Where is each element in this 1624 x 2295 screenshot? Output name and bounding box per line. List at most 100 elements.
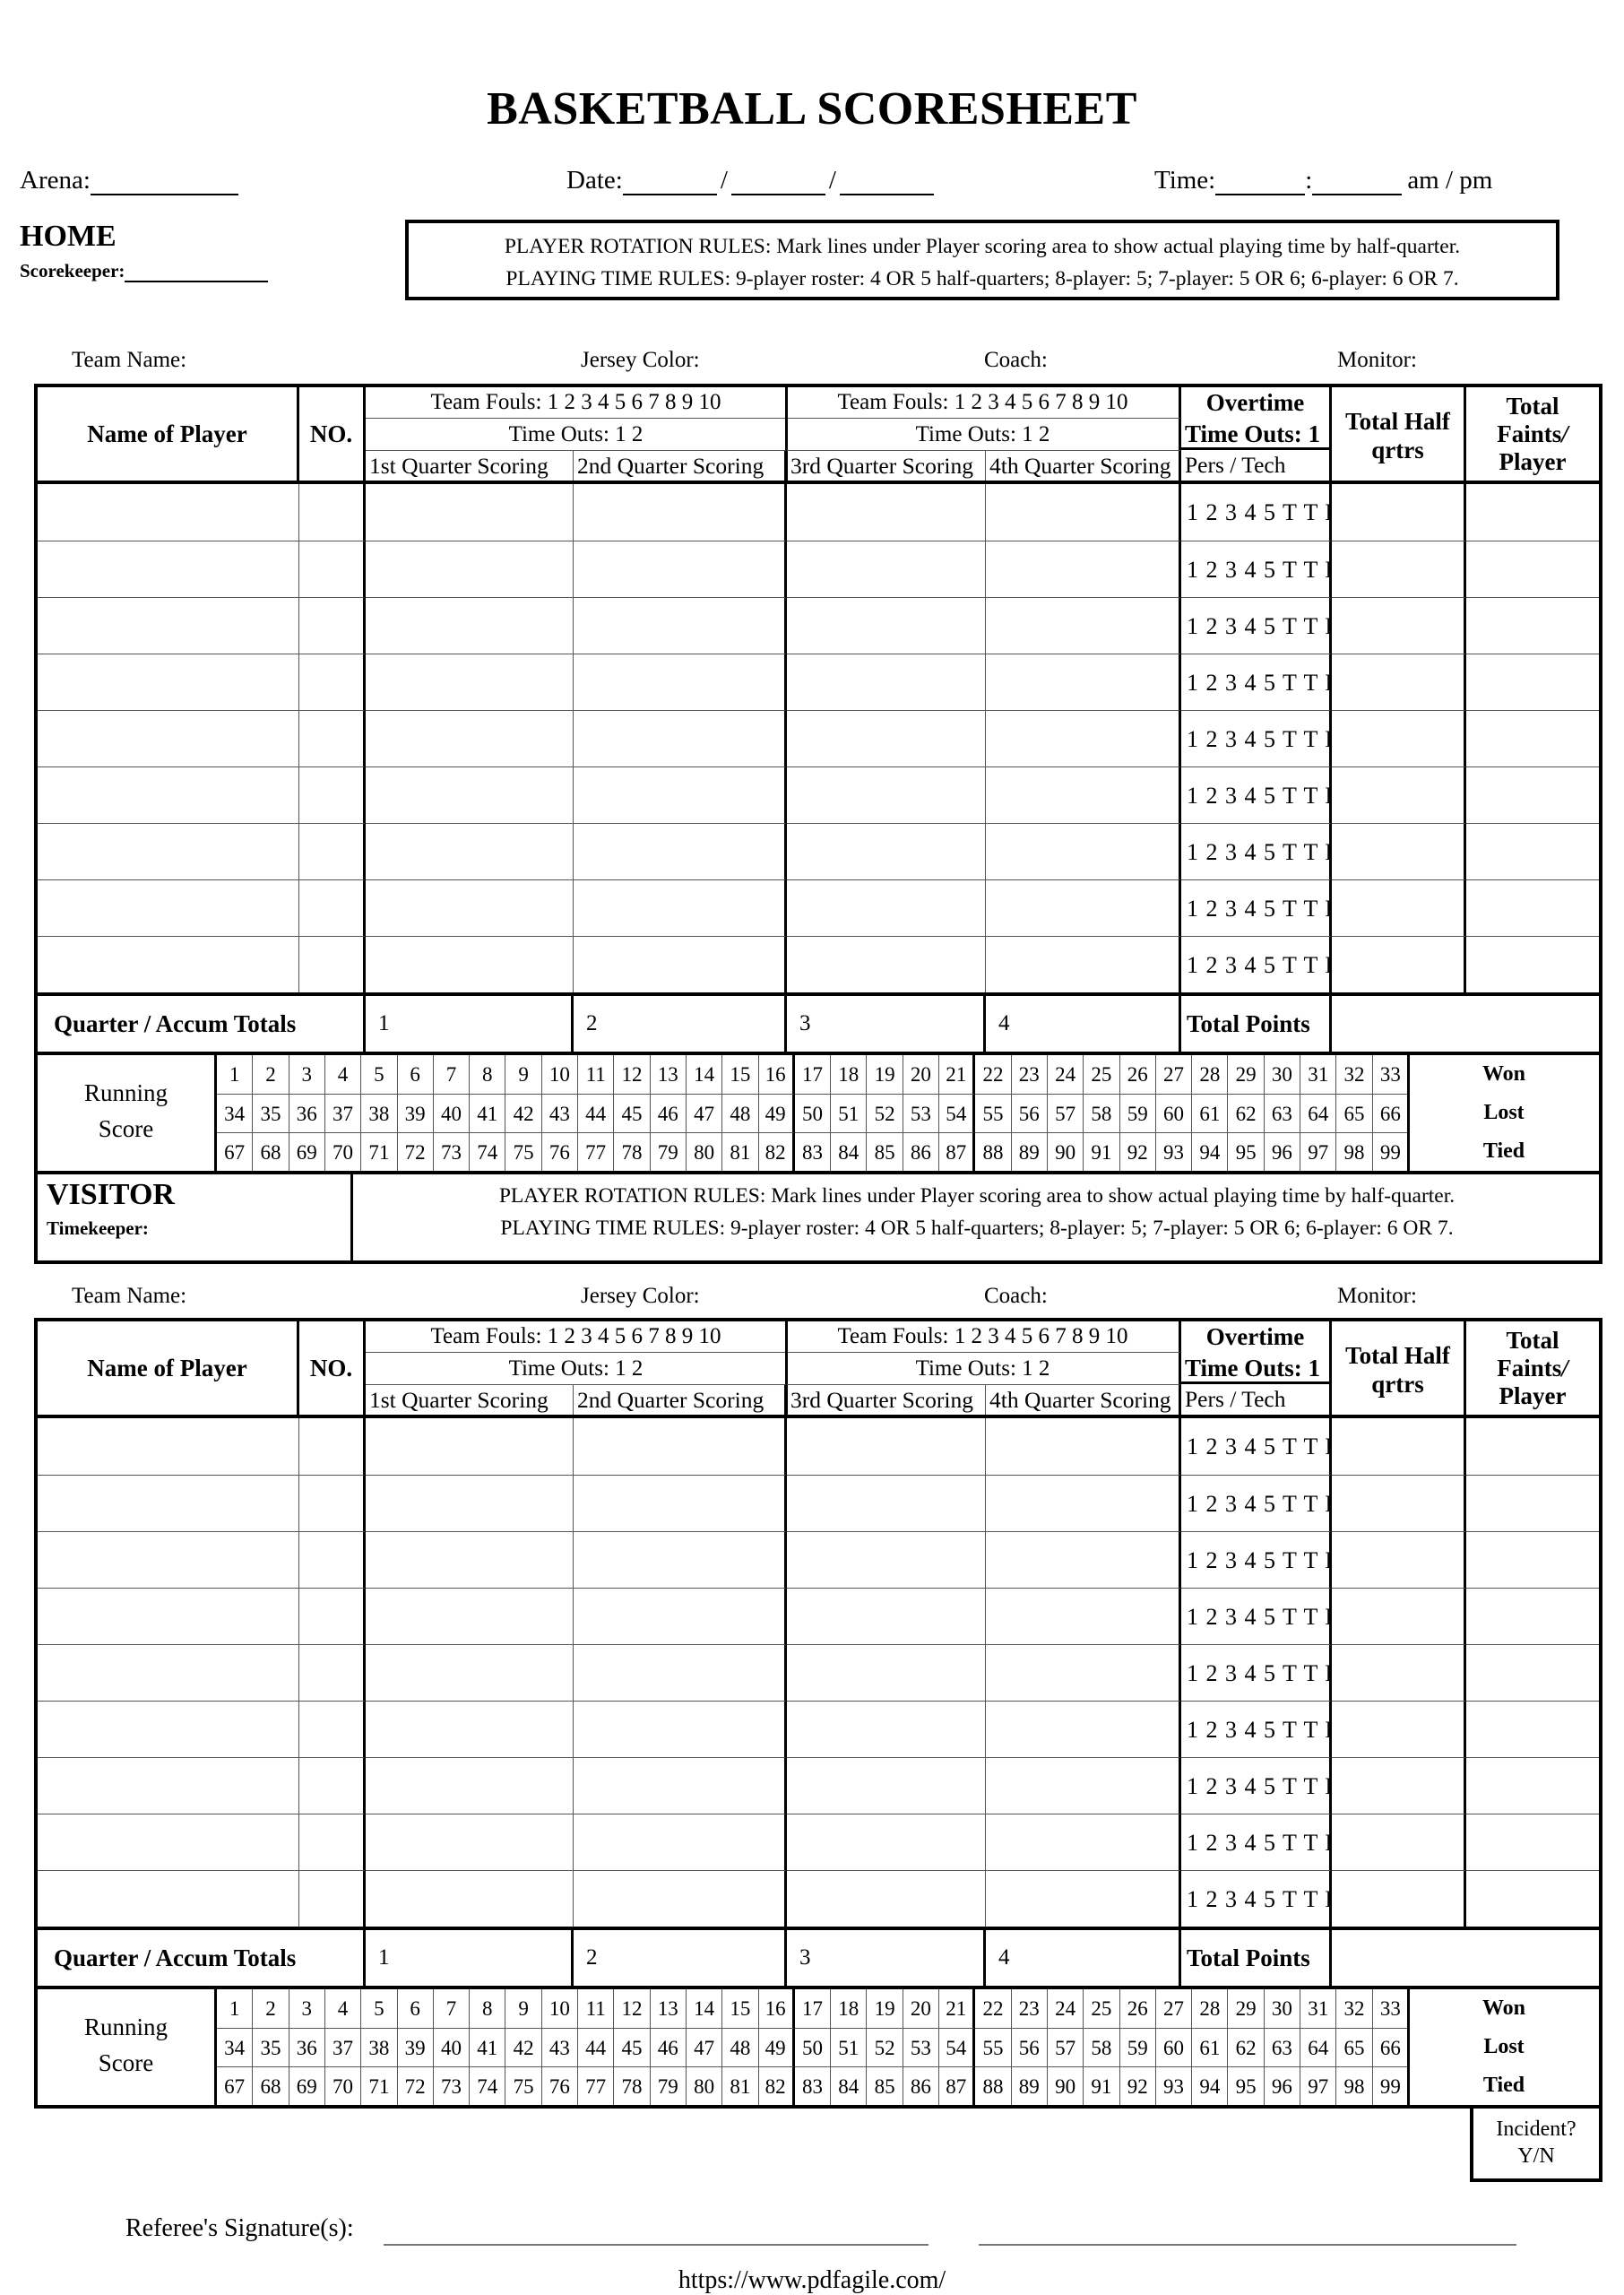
visitor-quarter-2-scoring-cell[interactable] <box>574 1757 787 1814</box>
visitor-player-no-cell[interactable] <box>299 1475 366 1531</box>
home-player-no-cell[interactable] <box>299 766 366 823</box>
home-total-faints-cell[interactable] <box>1466 936 1599 992</box>
home-quarter-1-scoring-cell[interactable] <box>366 936 574 992</box>
visitor-running-score-cell[interactable]: 70 <box>324 2066 362 2105</box>
home-running-score-cell[interactable]: 74 <box>470 1132 506 1171</box>
home-running-score-cell[interactable]: 78 <box>614 1132 651 1171</box>
home-total-half-qrtrs-cell[interactable] <box>1332 766 1466 823</box>
visitor-quarter-1-scoring-cell[interactable] <box>366 1814 574 1870</box>
visitor-player-fouls-marks[interactable]: 1 2 3 4 5 T T E <box>1181 1870 1332 1927</box>
home-running-score-cell[interactable]: 95 <box>1228 1132 1265 1171</box>
home-running-score-cell[interactable]: 86 <box>903 1132 940 1171</box>
home-running-score-cell[interactable]: 85 <box>867 1132 903 1171</box>
visitor-running-score-cell[interactable]: 57 <box>1047 2028 1084 2066</box>
visitor-running-score-cell[interactable]: 84 <box>831 2066 868 2105</box>
visitor-running-score-cell[interactable]: 30 <box>1265 1989 1301 2028</box>
home-total-half-qrtrs-cell[interactable] <box>1332 710 1466 766</box>
visitor-total-faints-cell[interactable] <box>1466 1588 1599 1644</box>
home-quarter-4-scoring-cell[interactable] <box>986 766 1181 823</box>
home-running-score-cell[interactable]: 47 <box>686 1094 723 1132</box>
home-quarter-4-scoring-cell[interactable] <box>986 823 1181 879</box>
home-running-score-cell[interactable]: 16 <box>759 1055 795 1094</box>
visitor-total-faints-cell[interactable] <box>1466 1531 1599 1588</box>
home-running-score-cell[interactable]: 98 <box>1336 1132 1373 1171</box>
visitor-quarter-2-scoring-cell[interactable] <box>574 1475 787 1531</box>
home-running-score-cell[interactable]: 81 <box>722 1132 759 1171</box>
visitor-running-score-cell[interactable]: 26 <box>1120 1989 1156 2028</box>
visitor-running-score-cell[interactable]: 46 <box>650 2028 687 2066</box>
home-scorekeeper-line[interactable] <box>125 263 269 282</box>
home-total-faints-cell[interactable] <box>1466 879 1599 936</box>
home-running-score-cell[interactable]: 62 <box>1228 1094 1265 1132</box>
home-running-score-cell[interactable]: 96 <box>1264 1132 1301 1171</box>
home-running-score-cell[interactable]: 5 <box>361 1055 398 1094</box>
visitor-running-score-cell[interactable]: 44 <box>578 2028 615 2066</box>
home-quarter-2-scoring-cell[interactable] <box>574 484 787 541</box>
home-quarter-3-scoring-cell[interactable] <box>787 541 986 597</box>
visitor-running-score-cell[interactable]: 22 <box>975 1989 1012 2028</box>
arena-input-line[interactable] <box>90 170 238 195</box>
time-minute-line[interactable] <box>1312 170 1403 195</box>
visitor-total-half-qrtrs-cell[interactable] <box>1332 1870 1466 1927</box>
visitor-player-fouls-marks[interactable]: 1 2 3 4 5 T T E <box>1181 1644 1332 1701</box>
home-running-score-cell[interactable]: 3 <box>289 1055 325 1094</box>
home-running-score-cell[interactable]: 89 <box>1011 1132 1048 1171</box>
visitor-running-score-cell[interactable]: 72 <box>397 2066 434 2105</box>
home-player-no-cell[interactable] <box>299 936 366 992</box>
visitor-player-name-cell[interactable] <box>38 1644 299 1701</box>
visitor-player-name-cell[interactable] <box>38 1588 299 1644</box>
home-player-no-cell[interactable] <box>299 879 366 936</box>
home-running-score-cell[interactable]: 80 <box>686 1132 723 1171</box>
home-total-half-qrtrs-cell[interactable] <box>1332 484 1466 541</box>
home-running-score-cell[interactable]: 42 <box>505 1094 542 1132</box>
home-running-score-cell[interactable]: 31 <box>1300 1055 1337 1094</box>
visitor-player-fouls-marks[interactable]: 1 2 3 4 5 T T E <box>1181 1701 1332 1757</box>
visitor-running-score-cell[interactable]: 64 <box>1300 2028 1337 2066</box>
home-quarter-total-2[interactable]: 2 <box>574 996 787 1052</box>
visitor-outcome-won[interactable]: Won <box>1481 1996 1526 2020</box>
visitor-quarter-4-scoring-cell[interactable] <box>986 1588 1181 1644</box>
home-player-fouls-marks[interactable]: 1 2 3 4 5 T T E <box>1181 710 1332 766</box>
home-running-score-cell[interactable]: 43 <box>541 1094 579 1132</box>
visitor-running-score-cell[interactable]: 6 <box>398 1989 434 2028</box>
visitor-running-score-cell[interactable]: 14 <box>687 1989 723 2028</box>
home-running-score-cell[interactable]: 75 <box>505 1132 542 1171</box>
home-running-score-cell[interactable]: 60 <box>1155 1094 1193 1132</box>
home-player-fouls-marks[interactable]: 1 2 3 4 5 T T E <box>1181 823 1332 879</box>
home-total-half-qrtrs-cell[interactable] <box>1332 936 1466 992</box>
visitor-running-score-cell[interactable]: 47 <box>686 2028 723 2066</box>
home-running-score-cell[interactable]: 12 <box>614 1055 651 1094</box>
visitor-running-score-cell[interactable]: 77 <box>578 2066 615 2105</box>
visitor-running-score-cell[interactable]: 38 <box>361 2028 398 2066</box>
visitor-running-score-cell[interactable]: 86 <box>903 2066 940 2105</box>
home-player-no-cell[interactable] <box>299 823 366 879</box>
visitor-total-half-qrtrs-cell[interactable] <box>1332 1701 1466 1757</box>
visitor-running-score-cell[interactable]: 74 <box>470 2066 506 2105</box>
home-running-score-cell[interactable]: 58 <box>1084 1094 1120 1132</box>
home-running-score-cell[interactable]: 73 <box>433 1132 471 1171</box>
visitor-player-fouls-marks[interactable]: 1 2 3 4 5 T T E <box>1181 1418 1332 1475</box>
visitor-running-score-cell[interactable]: 24 <box>1048 1989 1084 2028</box>
visitor-running-score-cell[interactable]: 69 <box>289 2066 325 2105</box>
visitor-running-score-cell[interactable]: 18 <box>831 1989 868 2028</box>
home-total-half-qrtrs-cell[interactable] <box>1332 823 1466 879</box>
home-player-name-cell[interactable] <box>38 484 299 541</box>
home-total-faints-cell[interactable] <box>1466 823 1599 879</box>
home-outcome-tied[interactable]: Tied <box>1482 1139 1525 1163</box>
home-player-fouls-marks[interactable]: 1 2 3 4 5 T T E <box>1181 936 1332 992</box>
home-total-faints-cell[interactable] <box>1466 484 1599 541</box>
home-running-score-cell[interactable]: 88 <box>975 1132 1012 1171</box>
home-running-score-cell[interactable]: 69 <box>289 1132 325 1171</box>
visitor-quarter-3-scoring-cell[interactable] <box>787 1475 986 1531</box>
visitor-quarter-4-scoring-cell[interactable] <box>986 1870 1181 1927</box>
visitor-running-score-cell[interactable]: 2 <box>253 1989 289 2028</box>
home-quarter-3-scoring-cell[interactable] <box>787 936 986 992</box>
home-running-score-cell[interactable]: 1 <box>217 1055 254 1094</box>
visitor-running-score-cell[interactable]: 83 <box>794 2066 832 2105</box>
footer-url[interactable]: https://www.pdfagile.com/ <box>678 2266 946 2294</box>
home-running-score-cell[interactable]: 2 <box>253 1055 289 1094</box>
visitor-running-score-cell[interactable]: 97 <box>1300 2066 1337 2105</box>
visitor-running-score-cell[interactable]: 27 <box>1156 1989 1193 2028</box>
visitor-running-score-cell[interactable]: 66 <box>1372 2028 1409 2066</box>
visitor-total-faints-cell[interactable] <box>1466 1757 1599 1814</box>
